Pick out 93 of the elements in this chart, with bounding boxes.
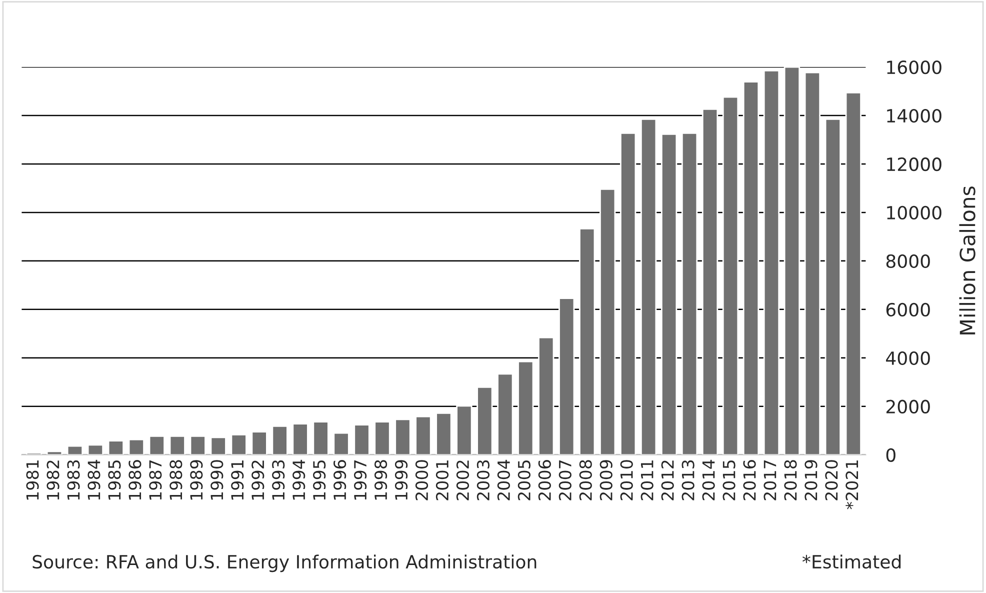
y-tick-label: 0 [886, 448, 896, 462]
y-tick-label: 10000 [887, 206, 942, 220]
x-tick-label: 1994 [292, 460, 306, 500]
x-tick-label: 2011 [640, 460, 654, 500]
bar [87, 444, 104, 455]
y-tick-label: 14000 [887, 108, 942, 123]
bar [620, 132, 636, 455]
x-tick-label: 1995 [313, 460, 326, 500]
x-tick-label: 1996 [334, 460, 346, 500]
bar [128, 438, 144, 455]
x-tick-label: 2013 [682, 460, 694, 500]
bar [108, 440, 124, 455]
bar [845, 92, 862, 455]
bar [169, 435, 186, 455]
x-tick-label: 2009 [600, 460, 612, 500]
bar [538, 336, 554, 455]
bar [190, 435, 206, 455]
y-tick-label: 4000 [886, 351, 930, 365]
bar [640, 118, 657, 455]
bar [354, 424, 370, 455]
bar [148, 435, 165, 455]
bar [763, 70, 780, 455]
x-tick-label: 1993 [272, 460, 285, 500]
source-note: Source: RFA and U.S. Energy Information Administration [32, 554, 536, 572]
bar [230, 434, 247, 455]
x-tick-label: 1983 [67, 460, 80, 500]
bar [784, 67, 800, 455]
bar [374, 421, 390, 455]
x-tick-label: 1988 [170, 460, 182, 500]
bar [312, 421, 329, 455]
bar [558, 298, 575, 455]
bar [579, 228, 596, 455]
x-tick-label: *2021 [846, 460, 858, 510]
x-tick-label: 2010 [620, 460, 633, 500]
x-tick-label: 1998 [374, 460, 388, 500]
x-tick-label: 1990 [210, 460, 224, 500]
bar [436, 412, 452, 455]
bar [681, 132, 698, 455]
y-tick-label: 12000 [887, 157, 942, 172]
bar [742, 81, 760, 455]
x-tick-label: 2001 [436, 460, 449, 500]
bar [497, 373, 514, 455]
y-axis-title: Million Gallons [959, 186, 976, 334]
bar [333, 432, 350, 455]
x-tick-label: 1986 [128, 460, 142, 500]
y-tick-label: 8000 [886, 254, 930, 268]
x-tick-label: 2008 [579, 460, 592, 500]
x-tick-label: 2020 [825, 460, 838, 500]
x-tick-label: 2015 [722, 460, 736, 500]
bar [292, 423, 308, 455]
bar [804, 72, 821, 455]
x-tick-label: 2004 [497, 460, 510, 500]
bar [394, 418, 411, 455]
bar [272, 426, 288, 455]
x-tick-label: 2003 [476, 460, 490, 500]
x-tick-label: 2016 [743, 460, 756, 500]
x-tick-label: 2018 [784, 460, 797, 500]
x-tick-label: 1987 [149, 460, 162, 500]
x-tick-label: 1984 [88, 460, 100, 500]
x-tick-label: 2002 [456, 460, 470, 500]
x-tick-label: 2005 [518, 460, 530, 500]
x-tick-label: 1997 [354, 460, 367, 500]
x-tick-label: 2012 [661, 460, 674, 500]
bar [518, 360, 534, 455]
y-tick-label: 16000 [887, 60, 942, 74]
bar [660, 133, 678, 455]
bar [722, 96, 739, 455]
y-tick-label: 2000 [886, 400, 930, 414]
bar [600, 188, 616, 455]
x-tick-label: 2019 [804, 460, 818, 500]
bar [46, 450, 63, 455]
x-tick-label: 1985 [108, 460, 121, 500]
x-tick-label: 1989 [190, 460, 203, 500]
bar [415, 416, 432, 455]
x-tick-label: 1981 [26, 460, 39, 500]
text: *Estimated [802, 554, 901, 569]
bar [824, 118, 841, 455]
x-tick-label: 2007 [558, 460, 572, 500]
x-tick-label: 2014 [702, 460, 715, 500]
x-tick-label: 2017 [764, 460, 776, 500]
bar [66, 445, 84, 455]
x-tick-label: 1982 [46, 460, 60, 500]
x-tick-label: 1992 [252, 460, 264, 500]
x-tick-label: 1999 [394, 460, 408, 500]
y-tick-label: 6000 [886, 302, 930, 317]
bar [456, 405, 472, 455]
x-tick-label: 1991 [231, 460, 244, 500]
x-tick-label: 2000 [415, 460, 428, 500]
bar [702, 108, 718, 455]
bar [251, 431, 268, 455]
x-tick-label: 2006 [538, 460, 551, 500]
bar [476, 386, 493, 455]
bar [210, 436, 226, 455]
